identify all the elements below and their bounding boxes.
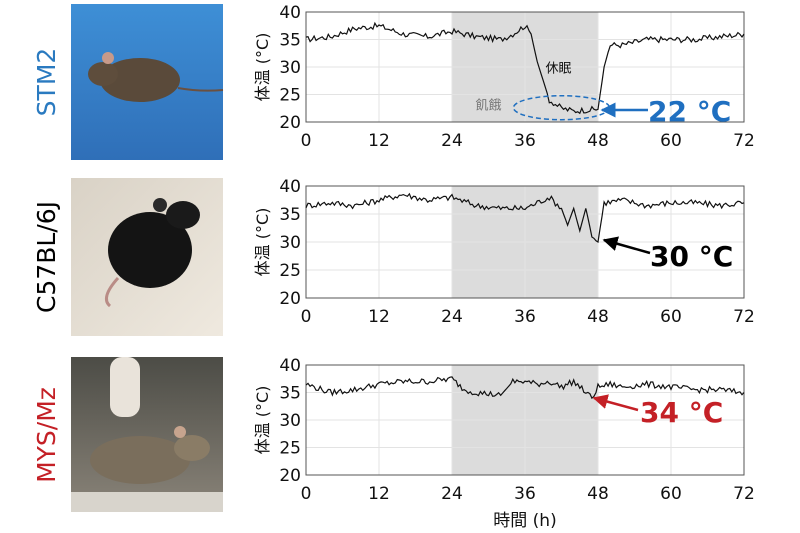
y-tick-label: 30 — [279, 58, 301, 78]
x-tick-label: 0 — [301, 307, 312, 327]
y-tick-label: 20 — [279, 466, 301, 486]
mouse-photo-stm2 — [71, 4, 224, 160]
y-axis-label: 体温 (°C) — [253, 33, 272, 102]
y-tick-label: 20 — [279, 289, 301, 309]
x-tick-label: 12 — [368, 307, 390, 327]
strain-label: STM2 — [32, 48, 61, 117]
x-tick-label: 0 — [301, 484, 312, 504]
series-line — [305, 376, 745, 400]
plot-frame — [305, 364, 745, 476]
x-tick-label: 48 — [587, 484, 609, 504]
y-tick-label: 25 — [279, 439, 301, 459]
strain-label: C57BL/6J — [32, 201, 61, 313]
x-tick-label: 36 — [514, 484, 536, 504]
x-tick-label: 24 — [441, 131, 463, 151]
x-tick-label: 72 — [733, 307, 755, 327]
plot-frame — [305, 185, 745, 299]
annotation-arrow — [592, 394, 639, 412]
x-tick-label: 72 — [733, 131, 755, 151]
strain-label: MYS/Mz — [32, 387, 61, 483]
annotation-text: 22 °C — [648, 95, 731, 128]
y-tick-label: 40 — [279, 3, 301, 23]
x-tick-label: 24 — [441, 484, 463, 504]
x-tick-label: 72 — [733, 484, 755, 504]
x-tick-label: 12 — [368, 484, 390, 504]
x-axis-label: 時間 (h) — [493, 511, 556, 531]
x-tick-label: 60 — [660, 131, 682, 151]
chart-panel-1: 20 25 30 35 40 0 12 24 36 48 60 72 体温 (°C) STM2 22 °C 飢… — [32, 3, 755, 151]
x-tick-label: 12 — [368, 131, 390, 151]
x-tick-label: 36 — [514, 131, 536, 151]
torpor-label: 休眠 — [545, 62, 571, 77]
y-tick-label: 35 — [279, 205, 301, 225]
x-tick-label: 36 — [514, 307, 536, 327]
y-tick-label: 25 — [279, 86, 301, 106]
x-tick-label: 48 — [587, 131, 609, 151]
x-tick-label: 48 — [587, 307, 609, 327]
annotation-text: 34 °C — [640, 396, 723, 429]
x-tick-label: 24 — [441, 307, 463, 327]
annotation-text: 30 °C — [650, 240, 733, 273]
mouse-photo-mys-mz — [71, 357, 223, 512]
y-tick-label: 35 — [279, 31, 301, 51]
region-label: 飢餓 — [475, 98, 501, 113]
y-tick-label: 30 — [279, 233, 301, 253]
y-axis-label: 体温 (°C) — [253, 208, 272, 277]
chart-panel-2: 20 25 30 35 40 0 12 24 36 48 60 72 体温 (°C) C57BL/6J 30… — [32, 177, 755, 327]
x-tick-label: 60 — [660, 484, 682, 504]
y-tick-label: 20 — [279, 113, 301, 133]
mouse-photo-c57bl6j — [71, 178, 223, 336]
annotation-arrow — [602, 236, 651, 255]
y-tick-label: 40 — [279, 356, 301, 376]
y-tick-label: 30 — [279, 411, 301, 431]
y-axis-label: 体温 (°C) — [253, 386, 272, 455]
y-tick-label: 35 — [279, 384, 301, 404]
plot-frame — [305, 11, 745, 123]
x-tick-label: 0 — [301, 131, 312, 151]
chart-panel-3: 20 25 30 35 40 0 12 24 36 48 60 72 体温 (°C) MYS/Mz 34 °… — [32, 356, 755, 531]
y-tick-label: 25 — [279, 261, 301, 281]
x-tick-label: 60 — [660, 307, 682, 327]
series-line — [305, 192, 745, 243]
y-tick-label: 40 — [279, 177, 301, 197]
series-line — [305, 21, 745, 115]
